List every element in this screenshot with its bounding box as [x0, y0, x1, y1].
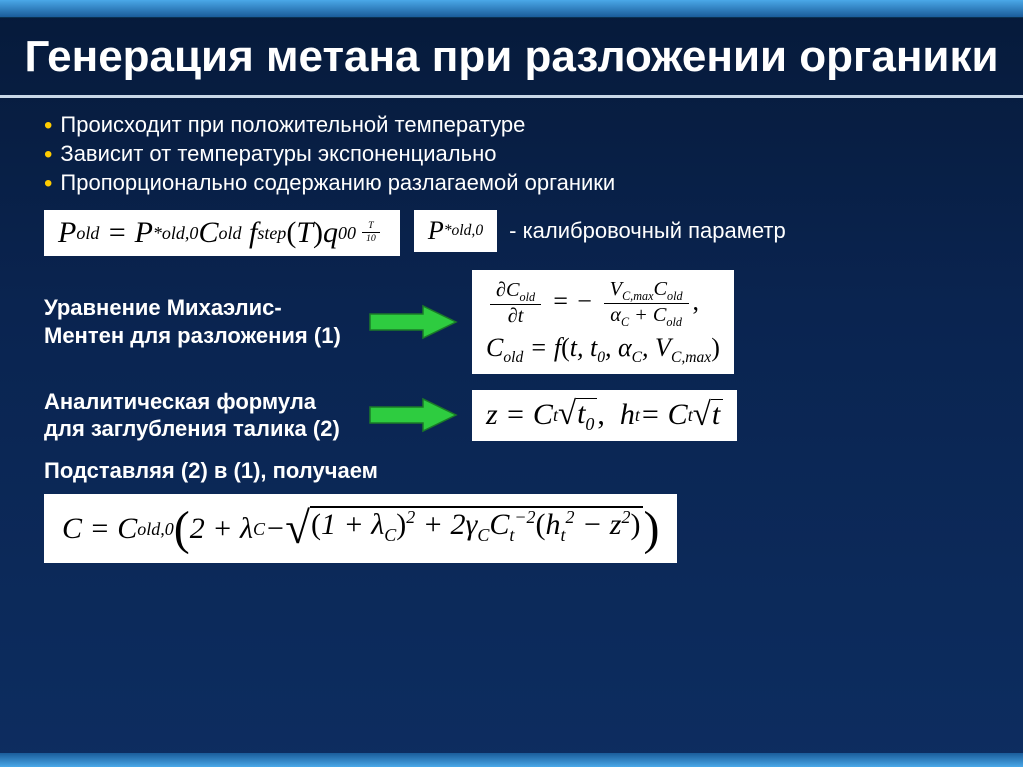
substitute-label: Подставляя (2) в (1), получаем — [44, 457, 989, 485]
michaelis-row: Уравнение Михаэлис-Ментен для разложения… — [44, 270, 989, 374]
main-formula: Pold = P*old,0Cold fstep(T)q00T10 — [44, 210, 400, 256]
calibration-label: - калибровочный параметр — [509, 218, 786, 244]
result-formula: C = Cold,0 ( 2 + λC − √ (1 + λC)2 + 2γCC… — [44, 494, 677, 563]
slide-title: Генерация метана при разложении органики — [20, 32, 1003, 83]
slide-content: Происходит при положительной температуре… — [0, 98, 1023, 574]
frame-top — [0, 0, 1023, 18]
michaelis-label: Уравнение Михаэлис-Ментен для разложения… — [44, 294, 354, 349]
michaelis-formula: ∂Cold∂t = − VC,maxColdαC + Cold, Cold = … — [472, 270, 734, 374]
bullet-text: Зависит от температуры экспоненциально — [60, 141, 496, 167]
bullet-list: Происходит при положительной температуре… — [44, 112, 989, 196]
bullet-item: Зависит от температуры экспоненциально — [44, 141, 989, 167]
calibration-block: P*old,0 - калибровочный параметр — [414, 210, 786, 252]
bullet-item: Пропорционально содержанию разлагаемой о… — [44, 170, 989, 196]
calibration-symbol: P*old,0 — [414, 210, 497, 252]
bullet-text: Происходит при положительной температуре — [60, 112, 525, 138]
arrow-icon — [368, 304, 458, 340]
talik-row: Аналитическая формула для заглубления та… — [44, 388, 989, 443]
talik-label: Аналитическая формула для заглубления та… — [44, 388, 354, 443]
title-bar: Генерация метана при разложении органики — [0, 18, 1023, 98]
talik-formula: z = Ct√t0, ht = Ct√t — [472, 390, 737, 441]
main-formula-row: Pold = P*old,0Cold fstep(T)q00T10 P*old,… — [44, 210, 989, 256]
frame-bottom — [0, 753, 1023, 767]
bullet-text: Пропорционально содержанию разлагаемой о… — [60, 170, 615, 196]
arrow-icon — [368, 397, 458, 433]
bullet-item: Происходит при положительной температуре — [44, 112, 989, 138]
